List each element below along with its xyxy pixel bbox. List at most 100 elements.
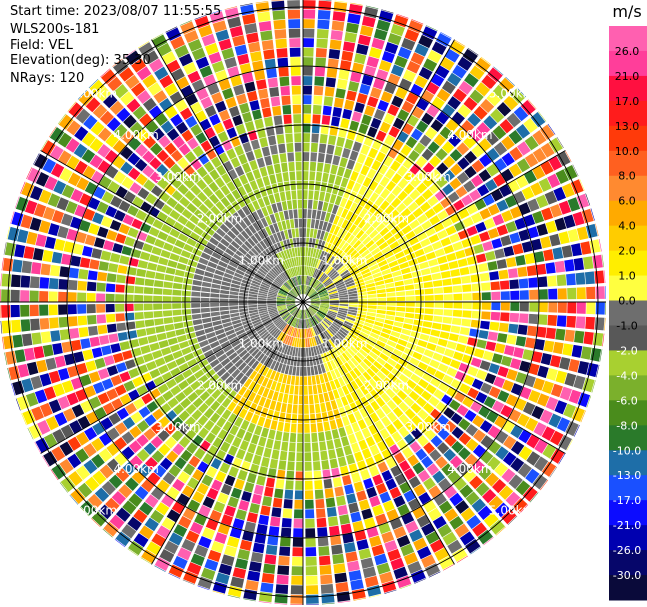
radar-gate bbox=[292, 318, 297, 327]
radar-gate bbox=[116, 322, 127, 332]
radar-gate bbox=[403, 170, 415, 182]
radar-gate bbox=[112, 352, 124, 363]
radar-gate bbox=[320, 450, 328, 461]
radar-gate bbox=[398, 460, 411, 472]
radar-gate bbox=[277, 421, 284, 432]
radar-gate bbox=[333, 438, 342, 449]
radar-gate bbox=[395, 285, 405, 292]
radar-gate bbox=[271, 284, 280, 290]
radar-gate bbox=[301, 285, 303, 295]
radar-gate bbox=[534, 439, 548, 454]
radar-gate bbox=[365, 256, 375, 265]
radar-gate bbox=[299, 319, 302, 329]
radar-gate bbox=[262, 238, 270, 248]
range-ring-label: 1.00km bbox=[322, 337, 367, 351]
radar-gate bbox=[304, 309, 308, 319]
radar-gate bbox=[310, 300, 320, 302]
radar-gate bbox=[361, 427, 372, 439]
radar-gate bbox=[203, 322, 213, 329]
radar-gate bbox=[294, 347, 299, 357]
radar-gate bbox=[260, 354, 268, 364]
radar-gate bbox=[374, 553, 388, 566]
radar-gate bbox=[469, 89, 484, 104]
radar-gate bbox=[254, 323, 264, 330]
radar-gate bbox=[521, 241, 533, 253]
radar-gate bbox=[414, 578, 427, 584]
radar-gate bbox=[79, 506, 90, 517]
radar-gate bbox=[361, 448, 372, 460]
radar-gate bbox=[353, 367, 362, 377]
radar-gate bbox=[473, 429, 486, 443]
radar-gate bbox=[365, 436, 376, 447]
radar-gate bbox=[6, 226, 11, 240]
radar-gate bbox=[176, 493, 190, 506]
radar-gate bbox=[307, 199, 313, 209]
radar-gate bbox=[321, 321, 329, 329]
radar-gate bbox=[297, 309, 301, 319]
radar-gate bbox=[489, 321, 500, 331]
radar-gate bbox=[375, 255, 386, 264]
radar-gate bbox=[207, 445, 219, 457]
radar-gate bbox=[153, 198, 165, 210]
radar-gate bbox=[275, 319, 283, 327]
radar-gate bbox=[310, 346, 315, 357]
radar-gate bbox=[368, 180, 379, 191]
radar-gate bbox=[275, 253, 282, 263]
radar-gate bbox=[305, 537, 316, 547]
radar-gate bbox=[281, 441, 289, 452]
radar-gate bbox=[256, 177, 265, 189]
radar-gate bbox=[383, 250, 394, 259]
radar-gate bbox=[477, 505, 493, 520]
radar-gate bbox=[185, 115, 198, 128]
radar-gate bbox=[280, 86, 290, 96]
radar-gate bbox=[110, 343, 121, 354]
radar-gate bbox=[365, 393, 375, 404]
radar-gate bbox=[304, 414, 310, 424]
radar-gate bbox=[277, 221, 283, 232]
radar-gate bbox=[124, 49, 136, 58]
radar-gate bbox=[334, 146, 343, 157]
radar-gate bbox=[292, 404, 298, 414]
radar-gate bbox=[323, 318, 331, 326]
radar-gate bbox=[585, 193, 591, 206]
radar-gate bbox=[137, 187, 150, 200]
radar-gate bbox=[362, 271, 372, 279]
radar-gate bbox=[263, 277, 273, 284]
radar-gate bbox=[291, 257, 296, 267]
radar-gate bbox=[385, 457, 397, 469]
radar-gate bbox=[316, 259, 322, 269]
radar-gate bbox=[269, 458, 278, 469]
radar-gate bbox=[159, 548, 175, 563]
radar-gate bbox=[49, 127, 65, 143]
radar-gate bbox=[441, 324, 452, 332]
radar-gate bbox=[533, 377, 545, 391]
radar-gate bbox=[326, 351, 333, 361]
radar-gate bbox=[394, 55, 408, 68]
radar-gate bbox=[84, 234, 96, 246]
radar-gate bbox=[339, 197, 348, 208]
radar-gate bbox=[40, 139, 48, 151]
radar-gate bbox=[286, 258, 292, 268]
radar-gate bbox=[436, 33, 452, 47]
radar-gate bbox=[465, 423, 479, 437]
radar-gate bbox=[472, 522, 488, 537]
radar-gate bbox=[210, 298, 220, 302]
radar-gate bbox=[340, 523, 352, 535]
radar-gate bbox=[224, 56, 237, 69]
radar-gate bbox=[108, 474, 123, 489]
radar-gate bbox=[248, 302, 258, 305]
radar-gate bbox=[44, 236, 57, 249]
radar-gate bbox=[273, 279, 282, 287]
radar-gate bbox=[269, 224, 276, 234]
radar-gate bbox=[373, 207, 384, 218]
radar-gate bbox=[201, 215, 212, 226]
radar-gate bbox=[359, 25, 374, 37]
radar-gate bbox=[417, 421, 430, 434]
radar-gate bbox=[385, 180, 397, 192]
radar-gate bbox=[176, 262, 187, 271]
radar-gate bbox=[149, 254, 160, 264]
radar-gate bbox=[475, 253, 487, 263]
radar-gate bbox=[361, 15, 376, 28]
radar-gate bbox=[295, 161, 302, 171]
radar-gate bbox=[323, 253, 330, 262]
